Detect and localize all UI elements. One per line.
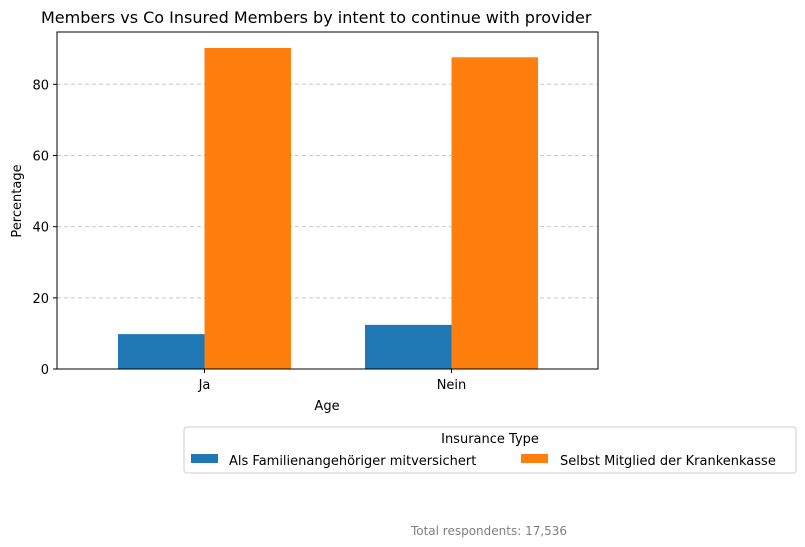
bar-ja-series-0 bbox=[118, 334, 205, 369]
bar-nein-series-1 bbox=[451, 57, 538, 369]
y-tick-label-80: 80 bbox=[32, 78, 49, 93]
legend-swatch-familienangehoeriger bbox=[191, 454, 218, 463]
legend: Insurance Type Als Familienangehöriger m… bbox=[183, 426, 797, 474]
x-tick-label-ja: Ja bbox=[198, 378, 211, 393]
x-axis-label: Age bbox=[314, 399, 339, 414]
y-tick-label-40: 40 bbox=[32, 221, 49, 236]
plot-frame bbox=[56, 31, 599, 370]
footnote-total-respondents: Total respondents: 17,536 bbox=[410, 524, 567, 538]
y-axis-ticks: 0 20 40 60 80 bbox=[32, 78, 57, 378]
bar-nein-series-0 bbox=[365, 324, 452, 369]
bar-ja-series-1 bbox=[204, 48, 291, 369]
x-axis-ticks: Ja Nein bbox=[198, 369, 467, 393]
y-tick-label-20: 20 bbox=[32, 292, 49, 307]
x-tick-label-nein: Nein bbox=[437, 378, 467, 393]
legend-title: Insurance Type bbox=[441, 432, 539, 447]
y-axis-label: Percentage bbox=[10, 164, 25, 237]
bars bbox=[118, 48, 538, 369]
legend-label-familienangehoeriger: Als Familienangehöriger mitversichert bbox=[229, 454, 476, 469]
legend-swatch-selbst-mitglied bbox=[521, 454, 548, 463]
y-tick-label-60: 60 bbox=[32, 149, 49, 164]
chart-title: Members vs Co Insured Members by intent … bbox=[41, 8, 592, 27]
legend-frame bbox=[183, 426, 797, 474]
y-tick-label-0: 0 bbox=[41, 363, 49, 378]
legend-label-selbst-mitglied: Selbst Mitglied der Krankenkasse bbox=[560, 454, 776, 469]
